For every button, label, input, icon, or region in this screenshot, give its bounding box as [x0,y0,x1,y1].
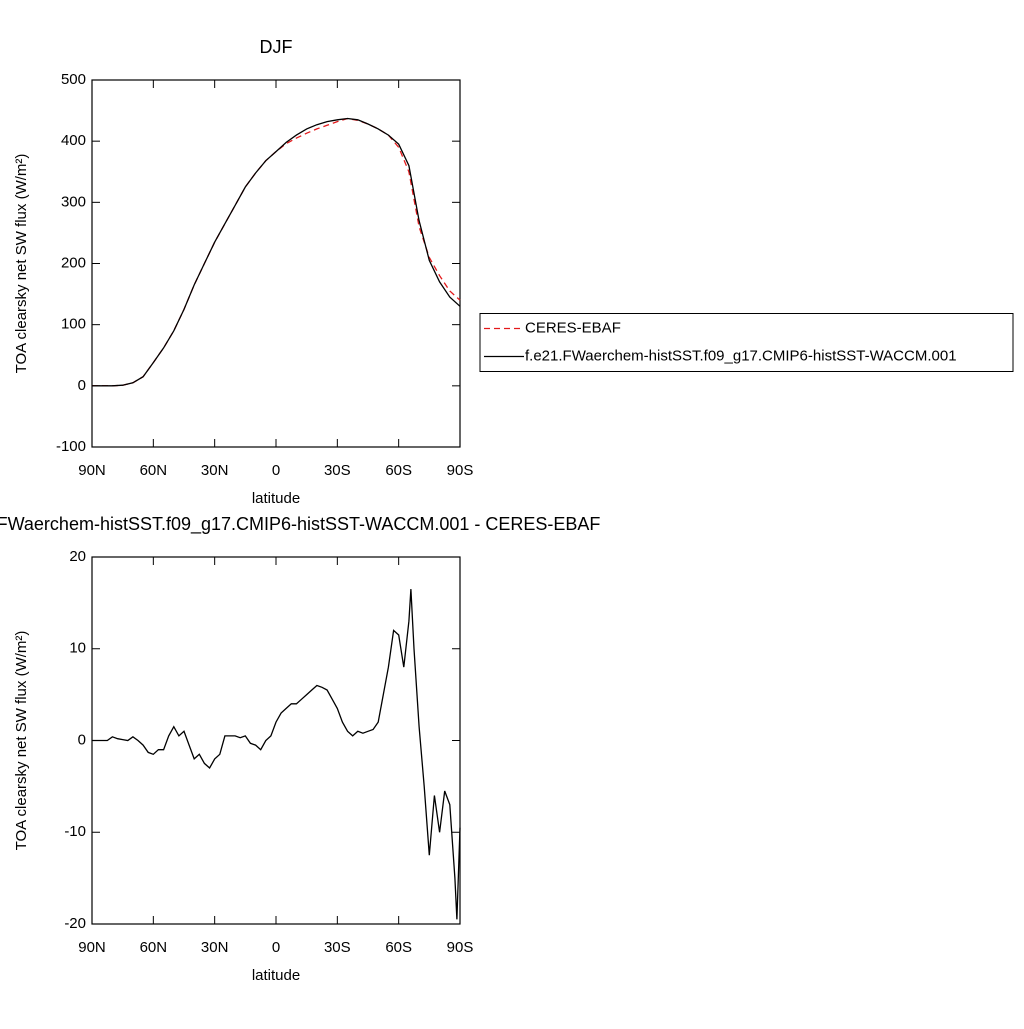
legend-label: CERES-EBAF [525,319,621,336]
x-tick-label: 0 [272,462,280,479]
y-tick-label: -20 [64,915,86,932]
legend-box [479,313,1014,372]
chart-title: f.e21.FWaerchem-histSST.f09_g17.CMIP6-hi… [0,514,600,535]
x-tick-label: 60N [140,939,168,956]
y-tick-label: 300 [61,193,86,210]
x-tick-label: 30N [201,939,229,956]
x-tick-label: 90S [447,462,474,479]
x-axis-label: latitude [252,490,300,507]
data-line [92,589,461,920]
x-tick-label: 90N [78,939,106,956]
x-tick-label: 90N [78,462,106,479]
x-tick-label: 30N [201,462,229,479]
y-tick-label: 500 [61,71,86,88]
legend-label: f.e21.FWaerchem-histSST.f09_g17.CMIP6-hi… [525,347,957,364]
y-tick-label: 20 [69,548,86,565]
x-axis-label: latitude [252,967,300,984]
y-axis-label: TOA clearsky net SW flux (W/m²) [13,154,30,374]
x-tick-label: 60S [385,939,412,956]
x-tick-label: 60S [385,462,412,479]
x-tick-label: 0 [272,939,280,956]
x-tick-label: 90S [447,939,474,956]
plot-frame [91,556,461,925]
x-tick-label: 30S [324,462,351,479]
x-tick-label: 30S [324,939,351,956]
y-tick-label: 0 [78,731,86,748]
y-tick-label: 400 [61,132,86,149]
y-axis-label: TOA clearsky net SW flux (W/m²) [13,631,30,851]
y-tick-label: 100 [61,316,86,333]
y-tick-label: 0 [78,377,86,394]
y-tick-label: 10 [69,640,86,657]
chart-title: DJF [260,37,293,57]
data-line [92,117,461,387]
data-line [92,117,461,387]
y-tick-label: -10 [64,823,86,840]
plot-frame [91,79,461,448]
y-tick-label: 200 [61,254,86,271]
x-tick-label: 60N [140,462,168,479]
y-tick-label: -100 [56,438,86,455]
